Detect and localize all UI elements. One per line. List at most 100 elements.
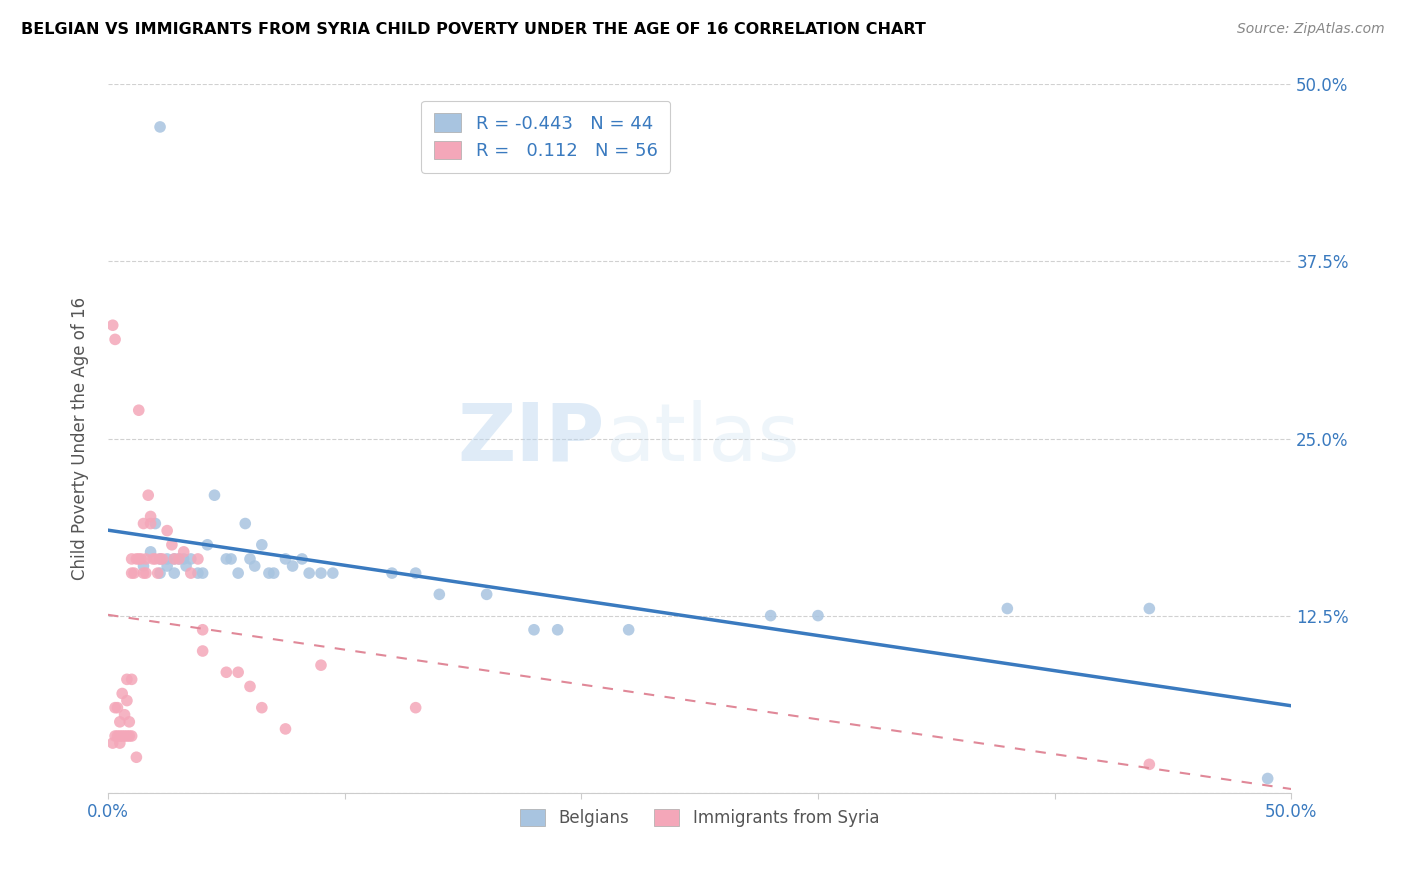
Point <box>143 516 166 531</box>
Point <box>291 552 314 566</box>
Point <box>239 680 262 694</box>
Point <box>250 700 273 714</box>
Point <box>139 545 162 559</box>
Point <box>132 566 155 580</box>
Point <box>309 658 332 673</box>
Point <box>163 552 186 566</box>
Point <box>1137 757 1160 772</box>
Point <box>233 516 256 531</box>
Point <box>191 623 214 637</box>
Point <box>163 552 186 566</box>
Point <box>115 729 138 743</box>
Point <box>180 552 202 566</box>
Point <box>173 545 195 559</box>
Point <box>427 587 450 601</box>
Y-axis label: Child Poverty Under the Age of 16: Child Poverty Under the Age of 16 <box>72 297 89 580</box>
Point <box>156 524 179 538</box>
Point <box>125 552 148 566</box>
Point <box>121 673 143 687</box>
Point <box>523 623 546 637</box>
Point <box>191 566 214 580</box>
Point <box>149 566 172 580</box>
Point <box>1137 601 1160 615</box>
Point <box>115 673 138 687</box>
Point <box>135 566 157 580</box>
Point <box>149 552 172 566</box>
Point <box>759 608 782 623</box>
Point <box>122 566 145 580</box>
Point <box>1257 772 1279 786</box>
Point <box>125 750 148 764</box>
Point <box>215 552 238 566</box>
Point <box>309 566 332 580</box>
Point <box>263 566 285 580</box>
Point <box>142 552 165 566</box>
Point <box>107 729 129 743</box>
Point <box>136 488 159 502</box>
Point <box>108 714 131 729</box>
Point <box>121 552 143 566</box>
Point <box>152 552 174 566</box>
Point <box>274 552 297 566</box>
Point <box>274 722 297 736</box>
Point <box>174 559 197 574</box>
Text: atlas: atlas <box>605 400 800 477</box>
Point <box>156 552 179 566</box>
Point <box>107 700 129 714</box>
Point <box>111 686 134 700</box>
Point <box>149 552 172 566</box>
Point <box>156 559 179 574</box>
Point <box>381 566 404 580</box>
Point <box>128 403 150 417</box>
Point <box>132 559 155 574</box>
Point <box>250 538 273 552</box>
Point <box>475 587 498 601</box>
Point <box>118 729 141 743</box>
Point <box>239 552 262 566</box>
Point <box>173 552 195 566</box>
Point <box>128 552 150 566</box>
Point <box>118 714 141 729</box>
Point <box>139 509 162 524</box>
Text: ZIP: ZIP <box>458 400 605 477</box>
Point <box>101 318 124 333</box>
Point <box>104 332 127 346</box>
Point <box>111 729 134 743</box>
Point <box>167 552 190 566</box>
Point <box>104 700 127 714</box>
Point <box>197 538 219 552</box>
Point <box>132 516 155 531</box>
Point <box>115 693 138 707</box>
Point <box>298 566 321 580</box>
Point <box>143 552 166 566</box>
Point <box>160 538 183 552</box>
Point <box>215 665 238 680</box>
Point <box>191 644 214 658</box>
Point <box>101 736 124 750</box>
Point <box>121 566 143 580</box>
Point <box>547 623 569 637</box>
Text: Source: ZipAtlas.com: Source: ZipAtlas.com <box>1237 22 1385 37</box>
Point <box>226 566 249 580</box>
Point <box>617 623 640 637</box>
Point <box>243 559 266 574</box>
Point <box>139 516 162 531</box>
Point <box>167 552 190 566</box>
Point <box>114 729 136 743</box>
Point <box>226 665 249 680</box>
Point <box>149 120 172 134</box>
Point <box>405 566 427 580</box>
Point <box>322 566 344 580</box>
Point <box>114 707 136 722</box>
Point <box>121 729 143 743</box>
Text: BELGIAN VS IMMIGRANTS FROM SYRIA CHILD POVERTY UNDER THE AGE OF 16 CORRELATION C: BELGIAN VS IMMIGRANTS FROM SYRIA CHILD P… <box>21 22 927 37</box>
Point <box>108 729 131 743</box>
Point <box>281 559 304 574</box>
Point <box>180 566 202 580</box>
Point <box>187 552 209 566</box>
Point <box>257 566 280 580</box>
Point <box>146 566 169 580</box>
Point <box>187 566 209 580</box>
Point <box>135 552 157 566</box>
Point <box>405 700 427 714</box>
